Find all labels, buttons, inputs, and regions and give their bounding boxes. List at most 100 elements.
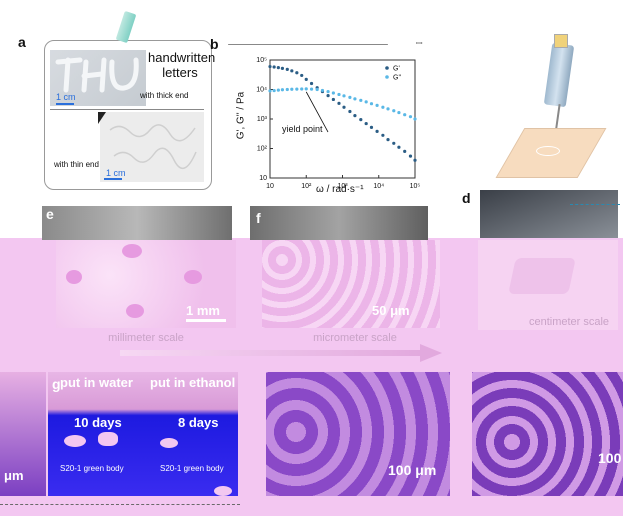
- panel-a-scale-top-text: 1 cm: [56, 92, 76, 102]
- data-point-g-double-prime: [300, 87, 304, 91]
- data-point-g-double-prime: [331, 91, 335, 95]
- data-point-g-prime: [408, 154, 413, 158]
- panel-g-body-left: S20-1 green body: [60, 464, 124, 473]
- panel-a-thick-text: with thick end: [140, 91, 189, 100]
- chart-xlabel: ω / rad·s⁻¹: [316, 184, 364, 195]
- data-point-g-double-prime: [285, 87, 289, 92]
- legend-label: G': [393, 66, 400, 73]
- data-point-g-double-prime: [268, 89, 272, 93]
- data-point-g-double-prime: [413, 117, 417, 121]
- panel-a-title: handwritten letters: [148, 50, 216, 80]
- panel-a-scalebar-top: [56, 103, 74, 105]
- data-point-g-double-prime: [309, 87, 314, 91]
- data-point-g-prime: [381, 133, 385, 137]
- data-point-g-prime: [300, 73, 304, 78]
- data-point-g-prime: [337, 101, 341, 105]
- panel-a-letter: a: [18, 34, 26, 50]
- legend-marker: [385, 66, 389, 70]
- panel-a-photo-top: [50, 50, 146, 106]
- vial-sample-right: [160, 438, 178, 448]
- x-tick-label: 10²: [301, 183, 312, 190]
- panel-e-letter: e: [46, 206, 54, 222]
- data-point-g-prime: [331, 97, 335, 102]
- vial-sample-left-2: [98, 432, 118, 446]
- panel-g-ethanol-label: put in ethanol: [150, 375, 236, 390]
- data-point-g-prime: [272, 65, 276, 69]
- panel-a-scale-bottom-text: 1 cm: [106, 168, 126, 178]
- data-point-g-double-prime: [386, 107, 390, 111]
- chart-annotation-yield-point: yield point: [282, 124, 323, 134]
- handwriting-thu-image: [55, 57, 139, 93]
- data-point-g-double-prime: [290, 87, 294, 91]
- panel-d-dashed-line: [570, 204, 620, 205]
- data-point-g-double-prime: [320, 88, 325, 93]
- pore-dot: [126, 304, 144, 318]
- bottom-middle-scale-text: 100 μm: [388, 462, 437, 478]
- panel-d-photo-top: [480, 190, 618, 238]
- data-point-g-double-prime: [403, 113, 407, 117]
- pore-dot: [184, 270, 202, 284]
- scale-arrow: [120, 350, 420, 356]
- vial-sample-left: [64, 435, 86, 447]
- data-point-g-double-prime: [342, 94, 346, 98]
- x-tick-label: 10³: [337, 183, 348, 190]
- y-tick-label: 10²: [257, 146, 268, 153]
- data-point-g-double-prime: [369, 102, 374, 106]
- legend-marker: [385, 75, 389, 79]
- panel-f-scalebar-text: 50 μm: [372, 303, 410, 318]
- bottom-left-scale-text: μm: [4, 468, 24, 483]
- data-point-g-double-prime: [295, 87, 299, 91]
- data-point-g-prime: [295, 71, 299, 75]
- scale-arrow-head-icon: [420, 344, 442, 362]
- x-tick-label: 10: [266, 183, 274, 190]
- data-point-g-prime: [342, 105, 346, 109]
- data-point-g-double-prime: [408, 115, 413, 119]
- vial-sample-right-2: [214, 486, 232, 496]
- data-point-g-prime: [375, 129, 379, 133]
- pore-dot: [66, 270, 82, 284]
- data-point-g-double-prime: [397, 110, 401, 115]
- data-point-g-prime: [369, 125, 374, 129]
- data-point-g-prime: [364, 121, 368, 126]
- syringe-plunger-icon: [554, 34, 568, 48]
- panel-g-days-right: 8 days: [178, 415, 219, 430]
- data-point-g-prime: [280, 66, 285, 70]
- panel-e-scalebar: [186, 319, 226, 322]
- panel-d-caption: centimeter scale: [528, 316, 610, 328]
- bottom-right-scale-text: 100: [598, 450, 622, 466]
- data-point-g-double-prime: [381, 105, 385, 109]
- panel-d-photo: [478, 240, 618, 330]
- x-tick-label: 10⁵: [410, 183, 421, 190]
- x-tick-label: 10⁴: [373, 183, 384, 190]
- data-point-g-prime: [386, 138, 390, 142]
- panel-a-needle-icon: [98, 112, 106, 124]
- panel-c-small-icon: ꟷ: [416, 39, 423, 48]
- data-point-g-double-prime: [364, 100, 368, 104]
- panel-g-letter: g: [52, 376, 61, 392]
- bottom-right-sem: [472, 372, 623, 496]
- data-point-g-double-prime: [280, 88, 285, 92]
- panel-g-photo: [48, 372, 238, 496]
- panel-e-caption: millimeter scale: [108, 332, 184, 344]
- panel-e-sem-top: [42, 206, 232, 240]
- data-point-g-prime: [276, 66, 280, 70]
- data-point-g-prime: [353, 114, 357, 118]
- chart-ylabel: G', G'' / Pa: [235, 91, 247, 140]
- data-point-g-double-prime: [375, 103, 379, 107]
- data-point-g-double-prime: [326, 89, 330, 94]
- data-point-g-prime: [348, 109, 352, 114]
- panel-b-frame-top: [228, 44, 388, 45]
- panel-f-photo: [262, 240, 440, 328]
- legend-label: G'': [393, 75, 401, 82]
- data-point-g-prime: [285, 67, 289, 72]
- data-point-g-prime: [309, 81, 314, 86]
- data-point-g-double-prime: [272, 88, 276, 93]
- data-point-g-double-prime: [276, 88, 280, 92]
- bottom-dashed-line: [0, 504, 240, 505]
- panel-g-water-label: put in water: [60, 375, 133, 390]
- panel-a-divider: [50, 109, 204, 110]
- panel-g-days-left: 10 days: [74, 415, 122, 430]
- data-point-g-double-prime: [348, 95, 352, 99]
- data-point-g-prime: [290, 69, 294, 73]
- panel-b-letter: b: [210, 36, 219, 52]
